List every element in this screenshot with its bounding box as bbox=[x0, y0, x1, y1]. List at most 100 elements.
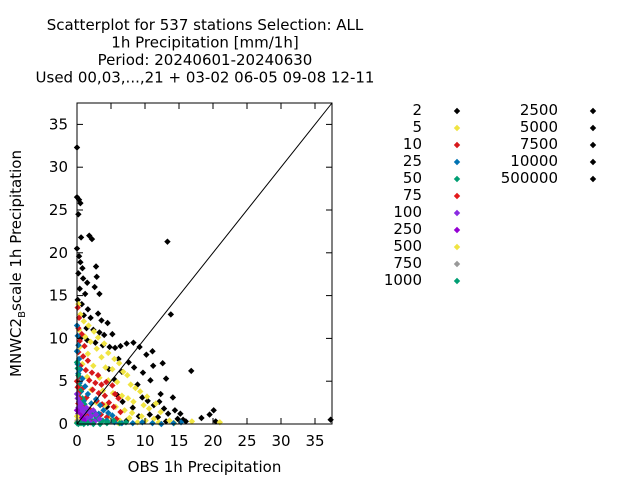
data-point bbox=[115, 360, 123, 367]
data-point bbox=[86, 377, 93, 384]
data-point bbox=[89, 386, 96, 393]
data-point bbox=[92, 379, 99, 387]
diagonal-line bbox=[76, 102, 333, 425]
data-point bbox=[84, 357, 92, 364]
data-point bbox=[103, 413, 111, 421]
data-point bbox=[84, 306, 92, 313]
data-point bbox=[93, 345, 100, 352]
legend-marker-icon bbox=[589, 107, 597, 115]
data-point bbox=[124, 395, 132, 402]
y-axis-label: MNWC2Bscale 1h Precipitation bbox=[7, 150, 28, 377]
axis-ticks: 0 5 10 15 20 25 30 35 0 5 10 15 20 25 30 35 bbox=[49, 103, 332, 450]
y-axis-label-rest: scale 1h Precipitation bbox=[7, 150, 25, 311]
data-point bbox=[87, 338, 94, 346]
legend-marker-icon bbox=[589, 124, 597, 132]
data-point bbox=[83, 404, 90, 411]
data-point bbox=[98, 317, 105, 324]
data-point bbox=[79, 265, 86, 272]
data-point bbox=[96, 415, 103, 423]
data-point bbox=[90, 407, 97, 414]
legend-label: 500 bbox=[393, 237, 422, 255]
data-point bbox=[123, 340, 130, 347]
data-point bbox=[206, 411, 213, 418]
data-point bbox=[111, 344, 119, 352]
data-point bbox=[157, 408, 164, 416]
data-point bbox=[139, 369, 147, 376]
data-point bbox=[126, 414, 133, 422]
data-point bbox=[96, 290, 103, 298]
data-point bbox=[216, 419, 223, 426]
data-point bbox=[94, 310, 102, 317]
data-point bbox=[77, 234, 85, 241]
legend-label: 100 bbox=[393, 203, 422, 221]
data-point bbox=[160, 405, 168, 412]
data-point bbox=[105, 399, 113, 406]
data-point bbox=[109, 412, 116, 419]
legend-marker-icon bbox=[453, 226, 461, 234]
data-point bbox=[94, 334, 102, 341]
data-point bbox=[88, 413, 95, 420]
data-point bbox=[90, 328, 98, 335]
data-point bbox=[75, 270, 82, 277]
y-axis-label-main: MNWC2 bbox=[7, 318, 25, 377]
data-point bbox=[103, 378, 110, 386]
data-point bbox=[93, 273, 100, 280]
legend-label: 5 bbox=[412, 118, 422, 136]
data-point bbox=[156, 398, 163, 405]
data-point bbox=[92, 411, 100, 418]
data-point bbox=[166, 417, 173, 424]
data-point bbox=[84, 279, 91, 286]
data-point bbox=[94, 372, 102, 379]
legend-label: 500000 bbox=[501, 169, 558, 187]
y-tick-label: 30 bbox=[49, 158, 68, 176]
legend-marker-icon bbox=[589, 141, 597, 149]
series-5 bbox=[75, 300, 223, 427]
data-point bbox=[79, 353, 87, 360]
data-point bbox=[120, 368, 127, 375]
data-point bbox=[137, 388, 144, 395]
x-tick-label: 10 bbox=[135, 432, 154, 450]
data-point bbox=[139, 394, 146, 401]
x-tick-label: 5 bbox=[106, 432, 116, 450]
legend-marker-icon bbox=[453, 107, 461, 115]
data-point bbox=[143, 393, 151, 400]
data-point bbox=[140, 401, 147, 409]
data-point bbox=[146, 411, 153, 418]
data-point bbox=[149, 348, 156, 355]
data-point bbox=[84, 390, 92, 398]
data-point bbox=[111, 390, 119, 398]
y-tick-label: 25 bbox=[49, 201, 68, 219]
data-point bbox=[78, 330, 85, 338]
legend-marker-icon bbox=[453, 209, 461, 217]
data-point bbox=[99, 387, 107, 394]
data-point bbox=[164, 238, 171, 245]
data-point bbox=[80, 318, 87, 325]
data-point bbox=[74, 304, 81, 311]
data-point bbox=[96, 401, 104, 409]
legend-marker-icon bbox=[453, 175, 461, 183]
data-point bbox=[136, 343, 143, 351]
data-point bbox=[212, 418, 219, 425]
y-tick-label: 5 bbox=[58, 372, 68, 390]
data-point bbox=[117, 342, 124, 350]
legend-label: 1000 bbox=[384, 271, 422, 289]
legend-marker-icon bbox=[453, 192, 461, 200]
data-point bbox=[92, 263, 100, 270]
data-point bbox=[84, 350, 92, 358]
data-point bbox=[96, 374, 103, 381]
legend-label: 2 bbox=[412, 101, 422, 119]
legend-marker-icon bbox=[453, 260, 461, 268]
x-axis-label: OBS 1h Precipitation bbox=[128, 458, 282, 476]
data-point bbox=[144, 397, 151, 405]
legend-marker-icon bbox=[589, 175, 597, 183]
legend-marker-icon bbox=[453, 243, 461, 251]
legend-marker-icon bbox=[453, 277, 461, 285]
data-point bbox=[101, 331, 108, 339]
data-point bbox=[129, 419, 136, 427]
data-point bbox=[177, 410, 184, 417]
data-point bbox=[76, 285, 83, 292]
data-point bbox=[77, 259, 84, 266]
data-point bbox=[81, 290, 89, 298]
data-point bbox=[74, 365, 81, 372]
legend: 2510255075100250500750100025005000750010… bbox=[384, 101, 597, 289]
